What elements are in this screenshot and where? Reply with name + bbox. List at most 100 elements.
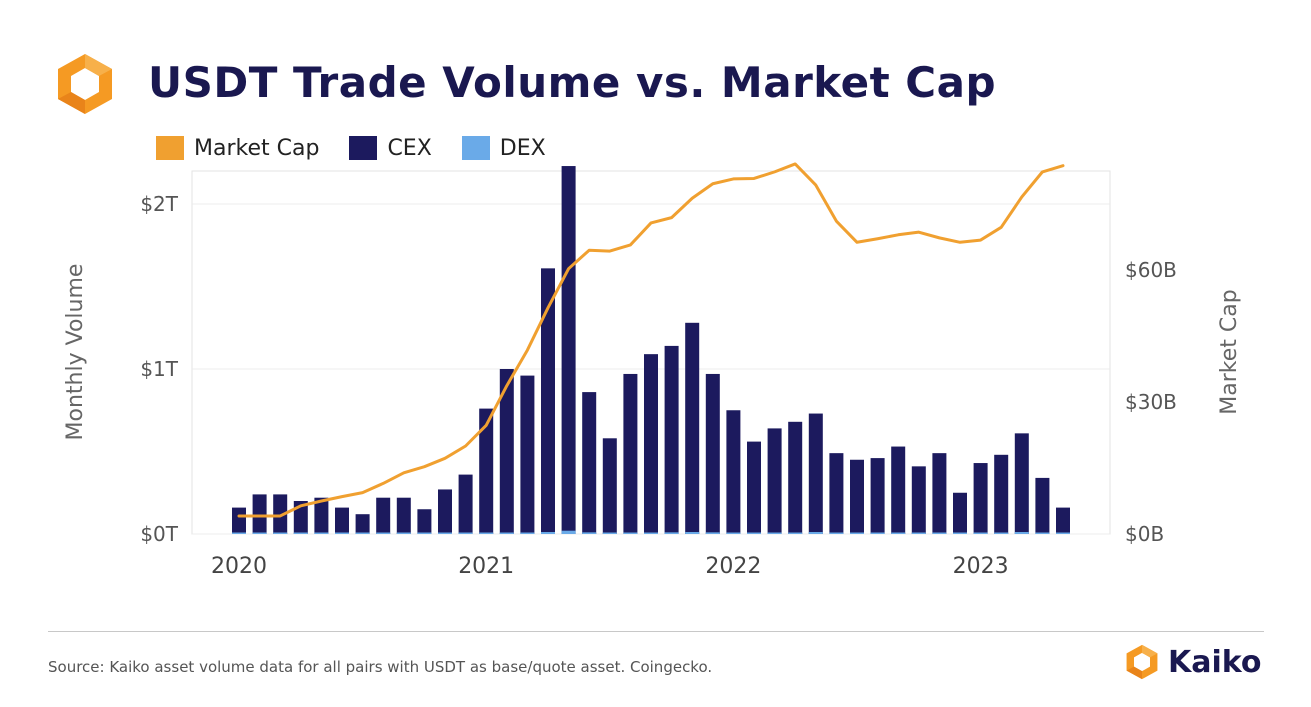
y2-tick-label: $30B	[1125, 390, 1177, 414]
bar-cex	[788, 421, 803, 534]
bar-cex	[953, 492, 967, 534]
source-note: Source: Kaiko asset volume data for all …	[48, 658, 713, 676]
bar-cex	[541, 268, 555, 534]
bar-cex	[252, 494, 267, 534]
bar-dex	[994, 532, 1009, 534]
legend-swatch-cex	[349, 136, 378, 160]
bar-cex	[582, 392, 597, 534]
bar-cex	[1056, 507, 1070, 534]
bar-cex	[1035, 477, 1050, 534]
bar-dex	[973, 532, 988, 534]
bar-dex	[602, 532, 617, 534]
bar-dex	[829, 532, 844, 534]
bar-dex	[458, 532, 473, 534]
bar-dex	[438, 532, 452, 534]
bar-dex	[314, 532, 329, 534]
bar-cex	[417, 509, 432, 534]
bar-dex	[705, 532, 720, 534]
x-tick-label: 2022	[705, 554, 761, 579]
bar-dex	[664, 532, 679, 534]
bar-cex	[705, 373, 720, 534]
bar-dex	[376, 532, 391, 534]
bar-dex	[767, 532, 782, 534]
bar-cex	[808, 413, 823, 534]
bar-dex	[417, 532, 432, 534]
bar-dex	[561, 530, 576, 534]
bar-cex	[891, 446, 906, 534]
bar-cex	[561, 166, 576, 535]
bar-dex	[891, 532, 906, 534]
bar-dex	[788, 532, 803, 534]
bar-cex	[767, 428, 782, 534]
bar-cex	[520, 375, 535, 534]
bar-dex	[499, 532, 514, 534]
bar-cex	[438, 489, 452, 534]
bar-cex	[355, 514, 370, 534]
bar-dex	[252, 532, 267, 534]
line-market-cap	[237, 162, 1065, 518]
y-tick-label: $1T	[140, 357, 178, 381]
legend-item-market-cap[interactable]: Market Cap	[156, 136, 319, 161]
bar-dex	[850, 532, 864, 534]
bar-dex	[953, 532, 967, 534]
x-tick-label: 2020	[211, 554, 267, 579]
chart-legend: Market Cap CEX DEX	[156, 130, 576, 166]
bar-cex	[623, 373, 638, 534]
bar-cex	[314, 497, 329, 534]
chart-title: USDT Trade Volume vs. Market Cap	[148, 58, 997, 107]
bar-dex	[479, 532, 494, 534]
bar-dex	[582, 532, 597, 534]
y-axis-title: Monthly Volume	[63, 264, 88, 441]
bar-cex	[232, 507, 246, 534]
bar-cex	[644, 354, 658, 534]
bar-cex	[870, 458, 885, 534]
kaiko-logo-icon	[58, 54, 112, 114]
bar-cex	[726, 410, 741, 534]
bar-cex	[499, 369, 514, 534]
bar-dex	[273, 532, 288, 534]
legend-label-market-cap: Market Cap	[194, 135, 320, 161]
legend-item-cex[interactable]: CEX	[349, 135, 432, 161]
brand-logo[interactable]: Kaiko	[1122, 643, 1262, 681]
bar-dex	[747, 532, 761, 534]
legend-label-dex: DEX	[499, 135, 546, 161]
bar-dex	[685, 532, 700, 534]
bar-dex	[932, 532, 947, 534]
bar-cex	[1014, 433, 1029, 534]
bar-cex	[911, 466, 926, 534]
legend-label-cex: CEX	[387, 135, 432, 161]
bar-dex	[623, 532, 638, 534]
bar-dex	[911, 532, 926, 534]
bar-cex	[932, 453, 947, 534]
bar-cex	[973, 463, 988, 534]
bar-cex	[335, 507, 349, 534]
bar-dex	[232, 532, 246, 534]
bar-cex	[479, 408, 494, 534]
bar-cex	[458, 474, 473, 534]
y2-axis-title: Market Cap	[1217, 289, 1242, 414]
bar-cex	[273, 494, 288, 534]
legend-swatch-dex	[461, 136, 490, 160]
bar-dex	[726, 532, 741, 534]
bar-cex	[664, 345, 679, 534]
legend-swatch-market-cap	[156, 136, 184, 160]
x-tick-label: 2021	[458, 554, 514, 579]
y-tick-label: $0T	[140, 522, 178, 546]
x-tick-label: 2023	[953, 554, 1009, 579]
bar-cex	[994, 454, 1009, 534]
bar-dex	[1056, 532, 1070, 534]
bar-dex	[335, 532, 349, 534]
footer-divider	[48, 631, 1264, 632]
bar-cex	[376, 497, 391, 534]
kaiko-hexagon-icon	[1126, 644, 1158, 680]
y-tick-label: $2T	[140, 192, 178, 216]
bar-cex	[396, 497, 411, 534]
y2-tick-label: $60B	[1125, 258, 1177, 282]
bar-dex	[520, 532, 535, 534]
bar-cex	[293, 501, 308, 534]
legend-item-dex[interactable]: DEX	[461, 135, 546, 161]
bar-dex	[293, 532, 308, 534]
brand-name: Kaiko	[1168, 644, 1262, 680]
bar-dex	[808, 532, 823, 534]
